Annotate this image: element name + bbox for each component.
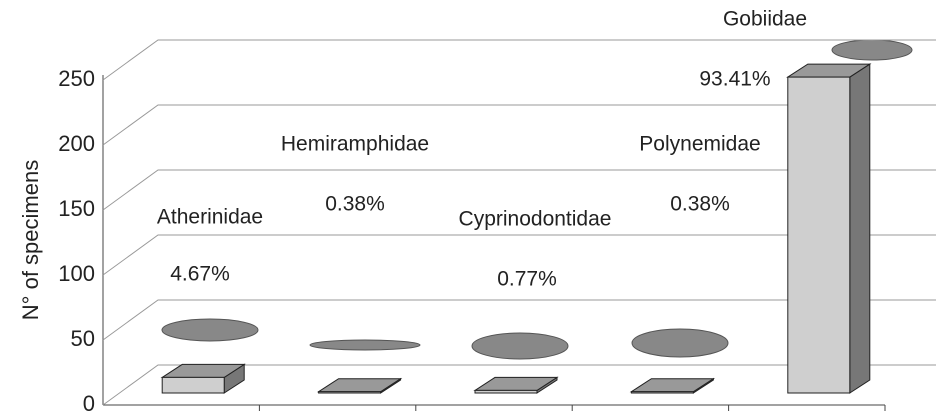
fish-icon bbox=[632, 329, 728, 357]
y-axis-title: N° of specimens bbox=[18, 160, 43, 320]
value-label: 93.41% bbox=[699, 68, 770, 91]
value-label: 0.38% bbox=[670, 193, 730, 216]
value-label: 0.38% bbox=[325, 193, 385, 216]
category-label: Gobiidae bbox=[723, 8, 807, 31]
y-tick-label: 250 bbox=[58, 66, 95, 91]
bar bbox=[788, 77, 850, 393]
category-label: Cyprinodontidae bbox=[459, 208, 612, 231]
y-tick-label: 50 bbox=[71, 326, 95, 351]
category-label: Atherinidae bbox=[157, 206, 263, 229]
value-label: 0.77% bbox=[497, 268, 557, 291]
fish-icon bbox=[832, 40, 912, 60]
bar bbox=[475, 390, 537, 393]
bar bbox=[631, 392, 693, 393]
y-tick-label: 100 bbox=[58, 261, 95, 286]
fish-icon bbox=[472, 333, 568, 359]
fish-icon bbox=[310, 340, 420, 350]
category-label: Hemiramphidae bbox=[281, 133, 429, 156]
value-label: 4.67% bbox=[170, 263, 230, 286]
bar bbox=[162, 377, 224, 393]
bar bbox=[319, 392, 381, 393]
y-tick-label: 150 bbox=[58, 196, 95, 221]
fish-icon bbox=[162, 319, 258, 341]
bar-top bbox=[631, 379, 713, 392]
category-label: Polynemidae bbox=[639, 133, 760, 156]
chart: N° of specimens 0 50 100 150 200 250 Atherinid… bbox=[0, 0, 936, 419]
bar-top bbox=[319, 379, 401, 392]
bar-side bbox=[850, 64, 870, 393]
y-tick-label: 0 bbox=[83, 391, 95, 416]
y-tick-label: 200 bbox=[58, 131, 95, 156]
